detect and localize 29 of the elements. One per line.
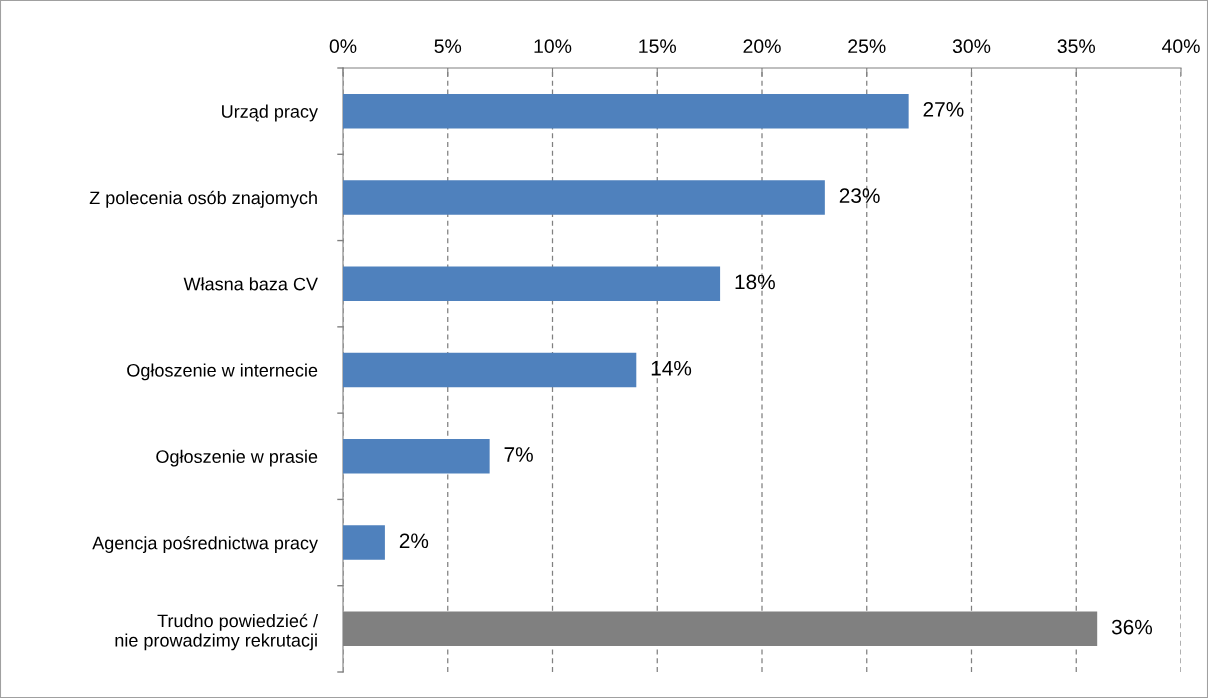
y-tick-label: Trudno powiedzieć / nie prowadzimy rekrutacji xyxy=(115,613,319,651)
data-label: 23% xyxy=(839,188,880,204)
x-tick-label: 5% xyxy=(434,39,462,54)
data-label: 18% xyxy=(735,274,775,290)
x-tick-label: 15% xyxy=(639,39,677,54)
bar xyxy=(343,180,825,215)
data-label: 2% xyxy=(399,533,429,549)
bar xyxy=(343,93,909,129)
data-label: 36% xyxy=(1111,619,1153,635)
data-label: 27% xyxy=(923,101,964,117)
data-label: 14% xyxy=(651,360,692,376)
x-tick-label: 0% xyxy=(329,39,357,54)
x-tick-label: 40% xyxy=(1161,39,1200,54)
y-tick-label: Z polecenia osób znajomych xyxy=(89,190,317,208)
bar xyxy=(343,439,490,474)
bar xyxy=(343,525,385,560)
y-tick-label: Ogłoszenie w prasie xyxy=(156,449,318,467)
y-tick-label: Własna baza CV xyxy=(183,277,318,291)
bar xyxy=(343,352,637,388)
x-tick-label: 30% xyxy=(952,39,991,54)
y-tick-label: Urząd pracy xyxy=(222,104,318,122)
data-label: 7% xyxy=(504,447,533,462)
x-tick-label: 25% xyxy=(848,39,886,54)
bar xyxy=(343,266,721,301)
y-tick-label: Ogłoszenie w internecie xyxy=(127,363,318,381)
y-tick-label: Agencja pośrednictwa pracy xyxy=(92,535,318,553)
x-tick-label: 35% xyxy=(1057,39,1096,54)
x-tick-label: 10% xyxy=(534,39,572,54)
x-tick-label: 20% xyxy=(743,39,781,54)
